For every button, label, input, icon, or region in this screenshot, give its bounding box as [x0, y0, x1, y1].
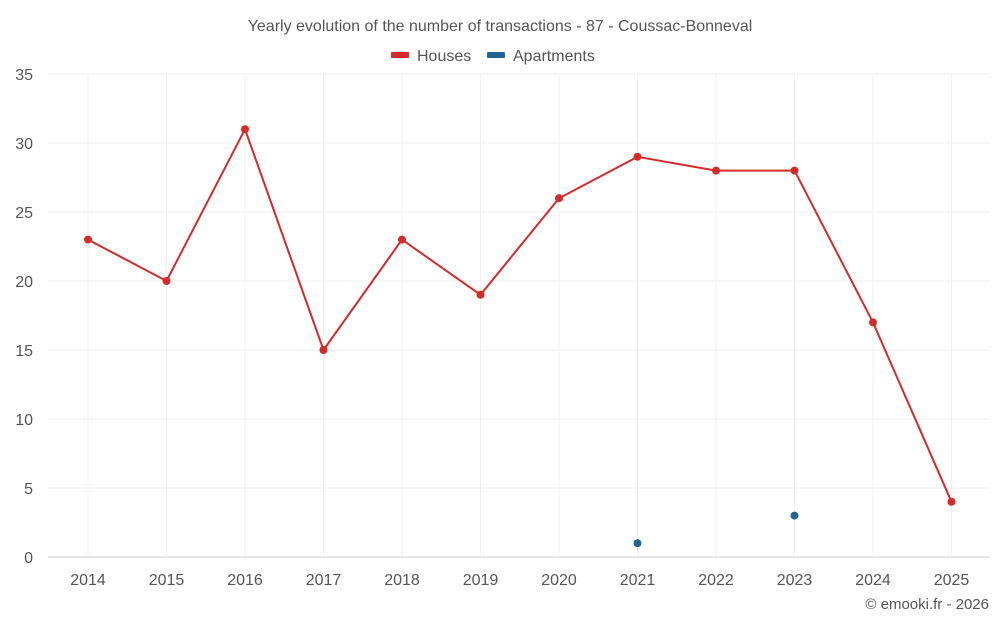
data-point-houses-2014[interactable]	[84, 235, 92, 244]
data-point-apartments-2023[interactable]	[790, 511, 799, 520]
x-tick-label: 2025	[934, 572, 970, 589]
y-tick-label: 15	[15, 343, 33, 360]
series-line-houses	[87, 128, 953, 503]
data-point-houses-2015[interactable]	[162, 277, 171, 285]
y-tick-label: 5	[24, 481, 33, 498]
legend: Houses Apartments	[391, 48, 595, 65]
x-tick-label: 2024	[855, 572, 891, 589]
x-tick-label: 2019	[463, 572, 499, 589]
x-tick-label: 2022	[698, 572, 734, 589]
y-tick-label: 30	[15, 136, 33, 153]
x-tick-label: 2021	[620, 572, 656, 589]
legend-swatch-apartments	[487, 52, 505, 58]
legend-label-apartments: Apartments	[513, 48, 595, 65]
grid	[48, 73, 990, 558]
legend-item-apartments[interactable]: Apartments	[487, 48, 595, 65]
data-point-houses-2018[interactable]	[398, 235, 406, 244]
data-point-houses-2019[interactable]	[476, 290, 485, 299]
x-tick-label: 2016	[227, 572, 263, 589]
y-tick-label: 25	[15, 205, 33, 222]
data-point-houses-2020[interactable]	[555, 194, 563, 203]
x-tick-label: 2017	[306, 572, 342, 589]
y-tick-label: 10	[15, 412, 33, 429]
chart-title: Yearly evolution of the number of transa…	[248, 18, 753, 35]
legend-label-houses: Houses	[417, 48, 471, 65]
data-point-houses-2023[interactable]	[790, 166, 799, 175]
series	[84, 125, 956, 548]
data-point-houses-2017[interactable]	[319, 346, 328, 354]
data-point-houses-2021[interactable]	[633, 152, 642, 161]
y-tick-label: 35	[15, 67, 33, 84]
data-point-houses-2022[interactable]	[712, 166, 720, 175]
x-tick-label: 2014	[70, 572, 106, 589]
x-tick-label: 2015	[149, 572, 185, 589]
data-point-houses-2025[interactable]	[947, 497, 956, 506]
data-point-apartments-2021[interactable]	[633, 539, 642, 548]
x-tick-label: 2023	[777, 572, 813, 589]
data-point-houses-2024[interactable]	[869, 318, 877, 327]
y-tick-label: 20	[15, 274, 33, 291]
y-tick-label: 0	[24, 550, 33, 567]
credit-text: © emooki.fr - 2026	[865, 596, 989, 613]
x-tick-label: 2020	[541, 572, 577, 589]
legend-swatch-houses	[391, 52, 409, 58]
x-tick-label: 2018	[384, 572, 420, 589]
legend-item-houses[interactable]: Houses	[391, 48, 471, 65]
data-point-houses-2016[interactable]	[241, 125, 249, 134]
